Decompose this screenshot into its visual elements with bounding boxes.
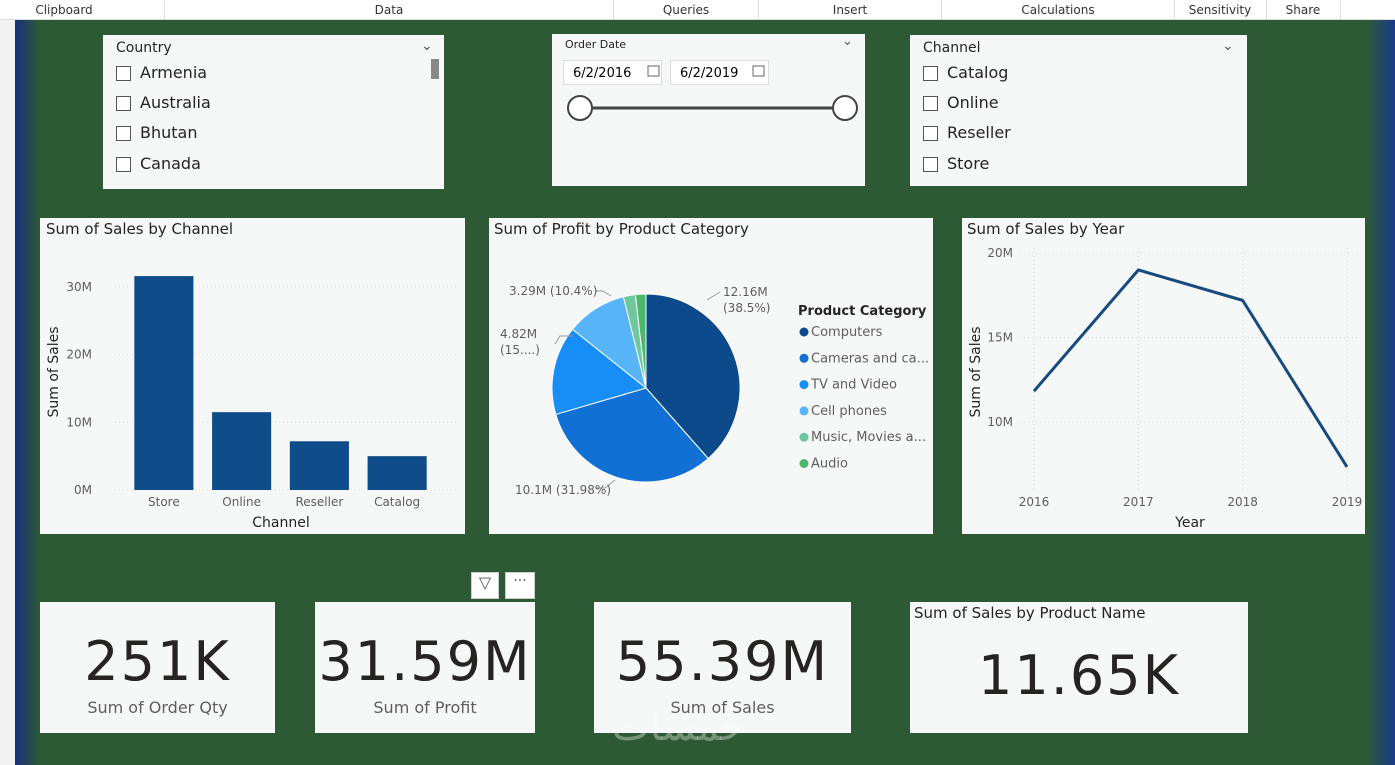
separator (1266, 0, 1267, 19)
ribbon-tab[interactable]: Share (1285, 3, 1321, 17)
slicer-item[interactable]: Armenia (140, 63, 208, 82)
end-date[interactable]: 6/2/2019 (670, 60, 769, 85)
right-strip (1366, 20, 1395, 765)
date-text: 6/2/2019 (680, 66, 739, 81)
data-label: 3.29M (10.4%) (509, 284, 598, 298)
channel-slicer[interactable]: Channel ⌄ Catalog Online Reseller Store (910, 35, 1247, 186)
date-slicer[interactable]: Order Date ⌄ 6/2/2016 6/2/2019 (552, 34, 865, 186)
slicer-item[interactable]: Store (947, 154, 990, 173)
slicer-title: Order Date (565, 38, 627, 51)
checkbox[interactable] (116, 157, 131, 172)
ribbon-tab[interactable]: Queries (662, 3, 710, 17)
checkbox[interactable] (923, 96, 938, 111)
separator (164, 0, 165, 19)
card-value: 31.59M (318, 630, 532, 693)
card-label: Sum of Order Qty (87, 698, 228, 717)
watermark: خمسات (612, 704, 746, 750)
slider-handle[interactable] (832, 95, 858, 121)
card-value: 251K (84, 630, 231, 693)
chevron[interactable]: ⌄ (421, 38, 433, 54)
bar-visual[interactable] (40, 218, 465, 534)
date-range-slider[interactable] (552, 34, 865, 186)
slicer-item[interactable]: Canada (140, 154, 201, 173)
separator (613, 0, 614, 19)
checkbox[interactable] (116, 96, 131, 111)
checkbox[interactable] (116, 66, 131, 81)
ribbon-tab[interactable]: Calculations (1021, 3, 1095, 17)
separator (1174, 0, 1175, 19)
card-title: Sum of Sales by Product Name (914, 604, 1146, 622)
data-label: 10.1M (31.98%) (515, 483, 612, 497)
card-label: Sum of Profit (373, 698, 477, 717)
slicer-item[interactable]: Catalog (947, 63, 1009, 82)
ribbon-tab[interactable]: Insert (832, 3, 868, 17)
ribbon-tab[interactable]: Sensitivity (1188, 3, 1252, 17)
calendar-icon[interactable] (752, 65, 765, 77)
country-slicer[interactable]: Country ⌄ Armenia Australia Bhutan Canada (103, 35, 444, 189)
separator (758, 0, 759, 19)
slicer-title: Country (116, 40, 172, 56)
more-options-button[interactable]: ··· (505, 572, 535, 599)
data-label: 12.16M (38.5%) (723, 285, 771, 315)
ribbon: Clipboard Data Queries Insert Calculations Se… (0, 0, 1395, 20)
card[interactable]: 55.39M Sum of Sales (594, 602, 851, 733)
card-value: 11.65K (977, 644, 1180, 707)
checkbox[interactable] (923, 126, 938, 141)
ribbon-tab[interactable]: Clipboard (35, 3, 93, 17)
card[interactable]: 31.59M Sum of Profit (315, 602, 535, 733)
slicer-item[interactable]: Bhutan (140, 123, 198, 142)
slicer-item[interactable]: Reseller (947, 123, 1011, 142)
checkbox[interactable] (923, 66, 938, 81)
slicer-item[interactable]: Online (947, 93, 999, 112)
checkbox[interactable] (116, 126, 131, 141)
slider-handle[interactable] (567, 95, 593, 121)
ribbon-tab[interactable]: Data (374, 3, 404, 17)
date-text: 6/2/2016 (573, 66, 632, 81)
start-date[interactable]: 6/2/2016 (563, 60, 662, 85)
checkbox[interactable] (923, 157, 938, 172)
left-strip (15, 20, 40, 765)
slicer-title: Channel (923, 40, 981, 56)
card[interactable]: 251K Sum of Order Qty (40, 602, 275, 733)
filter-button[interactable]: ▽ (471, 572, 499, 599)
chevron[interactable]: ⌄ (1222, 38, 1234, 54)
card-label: Sum of Sales (670, 698, 775, 717)
separator (941, 0, 942, 19)
product-card[interactable]: Sum of Sales by Product Name 11.65K (910, 602, 1248, 733)
slicer-item[interactable]: Australia (140, 93, 211, 112)
left-pane (0, 20, 15, 765)
chevron[interactable]: ⌄ (842, 34, 853, 49)
separator (1340, 0, 1341, 19)
calendar-icon[interactable] (647, 65, 660, 77)
data-label: 4.82M (15....) (500, 327, 540, 357)
card-value: 55.39M (615, 630, 830, 693)
scrollbar[interactable] (431, 59, 439, 79)
line-visual[interactable] (962, 218, 1365, 534)
